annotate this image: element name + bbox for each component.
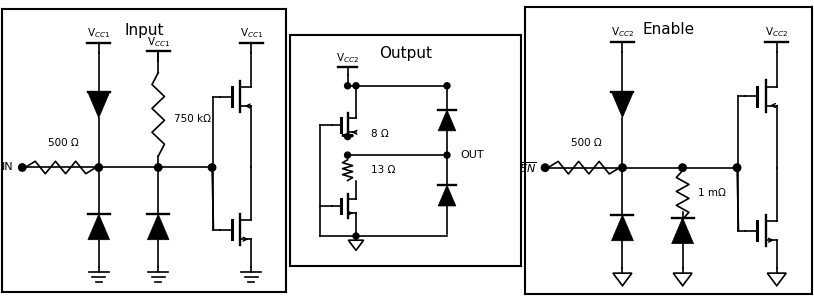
Polygon shape xyxy=(768,273,786,286)
Polygon shape xyxy=(147,214,169,240)
Text: 500 Ω: 500 Ω xyxy=(571,138,602,148)
Circle shape xyxy=(541,164,549,171)
Text: Input: Input xyxy=(125,23,164,38)
Text: $\overline{EN}$: $\overline{EN}$ xyxy=(519,160,536,175)
Circle shape xyxy=(19,164,26,171)
Text: Enable: Enable xyxy=(642,21,694,37)
Circle shape xyxy=(353,83,359,89)
Text: V$_{CC2}$: V$_{CC2}$ xyxy=(765,25,788,39)
Text: V$_{CC1}$: V$_{CC1}$ xyxy=(87,26,111,40)
Circle shape xyxy=(679,164,686,171)
Circle shape xyxy=(444,83,450,89)
Circle shape xyxy=(344,152,351,158)
Circle shape xyxy=(619,164,626,171)
Polygon shape xyxy=(611,215,633,241)
Polygon shape xyxy=(673,273,692,286)
Text: 500 Ω: 500 Ω xyxy=(48,138,79,148)
Polygon shape xyxy=(438,110,456,131)
Circle shape xyxy=(344,134,351,140)
Circle shape xyxy=(444,152,450,158)
Polygon shape xyxy=(88,92,110,118)
Text: V$_{CC1}$: V$_{CC1}$ xyxy=(239,26,263,40)
Polygon shape xyxy=(611,92,633,117)
Text: 750 kΩ: 750 kΩ xyxy=(174,114,211,124)
Circle shape xyxy=(344,83,351,89)
Text: V$_{CC2}$: V$_{CC2}$ xyxy=(336,51,359,65)
Polygon shape xyxy=(613,273,632,286)
Text: V$_{CC1}$: V$_{CC1}$ xyxy=(147,35,170,49)
Polygon shape xyxy=(88,214,110,240)
Circle shape xyxy=(95,164,103,171)
Circle shape xyxy=(353,233,359,239)
Circle shape xyxy=(208,164,216,171)
Text: 1 mΩ: 1 mΩ xyxy=(698,188,726,198)
Circle shape xyxy=(733,164,741,171)
Polygon shape xyxy=(438,185,456,206)
Polygon shape xyxy=(672,218,694,243)
Text: Output: Output xyxy=(379,46,432,61)
Text: OUT: OUT xyxy=(461,150,484,160)
Circle shape xyxy=(155,164,162,171)
Text: IN: IN xyxy=(2,162,14,173)
Text: 8 Ω: 8 Ω xyxy=(370,129,388,139)
Text: 13 Ω: 13 Ω xyxy=(370,165,395,175)
Text: V$_{CC2}$: V$_{CC2}$ xyxy=(610,25,634,39)
Polygon shape xyxy=(348,240,364,250)
